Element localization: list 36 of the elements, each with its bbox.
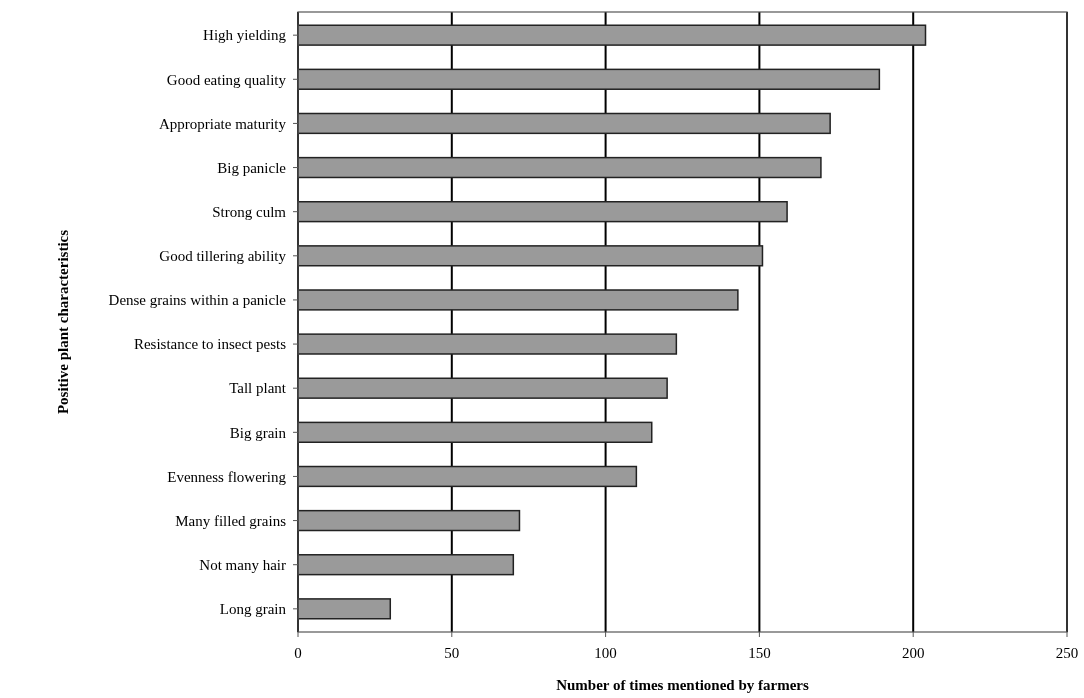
bar xyxy=(297,377,668,399)
y-tick-label: Long grain xyxy=(219,601,287,618)
y-tick-label: Resistance to insect pests xyxy=(133,336,287,353)
bar xyxy=(297,68,881,90)
x-tick-label: 0 xyxy=(294,645,302,661)
x-tick-label: 150 xyxy=(748,645,771,661)
y-tick-label: Big grain xyxy=(229,424,287,441)
bar xyxy=(297,554,515,576)
bar xyxy=(297,156,822,179)
bar xyxy=(297,289,739,311)
y-tick-label: Big panicle xyxy=(217,159,287,176)
y-tick-label: Tall plant xyxy=(229,380,287,397)
bar xyxy=(297,465,638,488)
x-tick-label: 250 xyxy=(1055,645,1079,661)
bar xyxy=(297,245,764,267)
bar xyxy=(297,333,678,355)
bar xyxy=(297,598,392,620)
bar xyxy=(297,112,831,135)
y-axis-title: Positive plant characteristics xyxy=(55,229,71,415)
x-axis-title: Number of times mentioned by farmers xyxy=(556,677,809,693)
y-tick-label: Good eating quality xyxy=(166,71,287,88)
y-tick-label: Dense grains within a panicle xyxy=(108,292,287,309)
bar xyxy=(297,509,521,532)
x-tick-label: 100 xyxy=(594,645,617,661)
bar xyxy=(297,201,788,223)
y-tick-label: Not many hair xyxy=(199,556,286,573)
y-tick-label: Appropriate maturity xyxy=(158,115,287,132)
x-tick-label: 50 xyxy=(444,645,460,661)
bar xyxy=(297,24,927,46)
y-tick-label: Good tillering ability xyxy=(159,248,287,265)
y-tick-label: Strong culm xyxy=(212,203,287,220)
bar xyxy=(297,421,653,443)
x-tick-label: 200 xyxy=(901,645,925,661)
y-tick-label: Many filled grains xyxy=(175,512,287,529)
y-tick-label: Evenness flowering xyxy=(167,468,287,485)
y-tick-label: High yielding xyxy=(203,27,287,44)
